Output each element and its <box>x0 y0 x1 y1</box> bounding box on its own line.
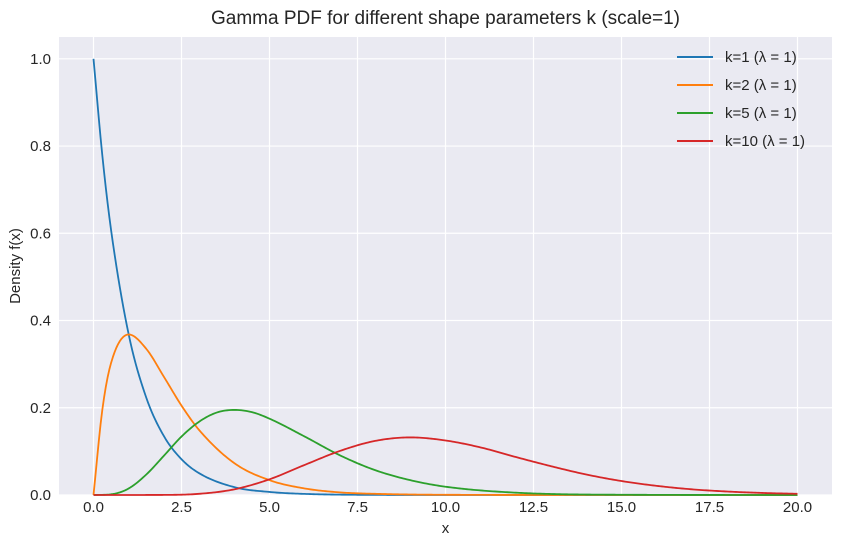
y-tick-label: 0.8 <box>30 138 51 155</box>
y-axis-ticks: 0.0 0.2 0.4 0.6 0.8 1.0 <box>30 51 51 504</box>
y-tick-label: 0.6 <box>30 225 51 242</box>
legend: k=1 (λ = 1) k=2 (λ = 1) k=5 (λ = 1) k=10 (λ… <box>677 49 805 150</box>
x-axis-label: x <box>442 520 450 537</box>
x-tick-label: 20.0 <box>783 499 812 516</box>
x-tick-label: 12.5 <box>519 499 548 516</box>
x-tick-label: 7.5 <box>347 499 368 516</box>
legend-label: k=10 (λ = 1) <box>725 133 805 150</box>
series-line-3 <box>93 436 798 496</box>
y-tick-label: 0.0 <box>30 487 51 504</box>
x-tick-label: 17.5 <box>695 499 724 516</box>
series-lines <box>92 58 798 496</box>
y-tick-label: 1.0 <box>30 51 51 68</box>
chart-title: Gamma PDF for different shape parameters… <box>211 8 680 29</box>
legend-label: k=5 (λ = 1) <box>725 105 797 122</box>
y-tick-label: 0.4 <box>30 313 51 330</box>
legend-label: k=2 (λ = 1) <box>725 77 797 94</box>
legend-label: k=1 (λ = 1) <box>725 49 797 66</box>
x-axis-ticks: 0.0 2.5 5.0 7.5 10.0 12.5 15.0 17.5 20.0 <box>83 499 812 516</box>
x-tick-label: 5.0 <box>259 499 280 516</box>
x-tick-label: 2.5 <box>171 499 192 516</box>
series-line-2 <box>93 409 798 496</box>
y-tick-label: 0.2 <box>30 400 51 417</box>
x-tick-label: 15.0 <box>607 499 636 516</box>
y-axis-label: Density f(x) <box>7 228 24 304</box>
x-tick-label: 10.0 <box>431 499 460 516</box>
x-tick-label: 0.0 <box>83 499 104 516</box>
